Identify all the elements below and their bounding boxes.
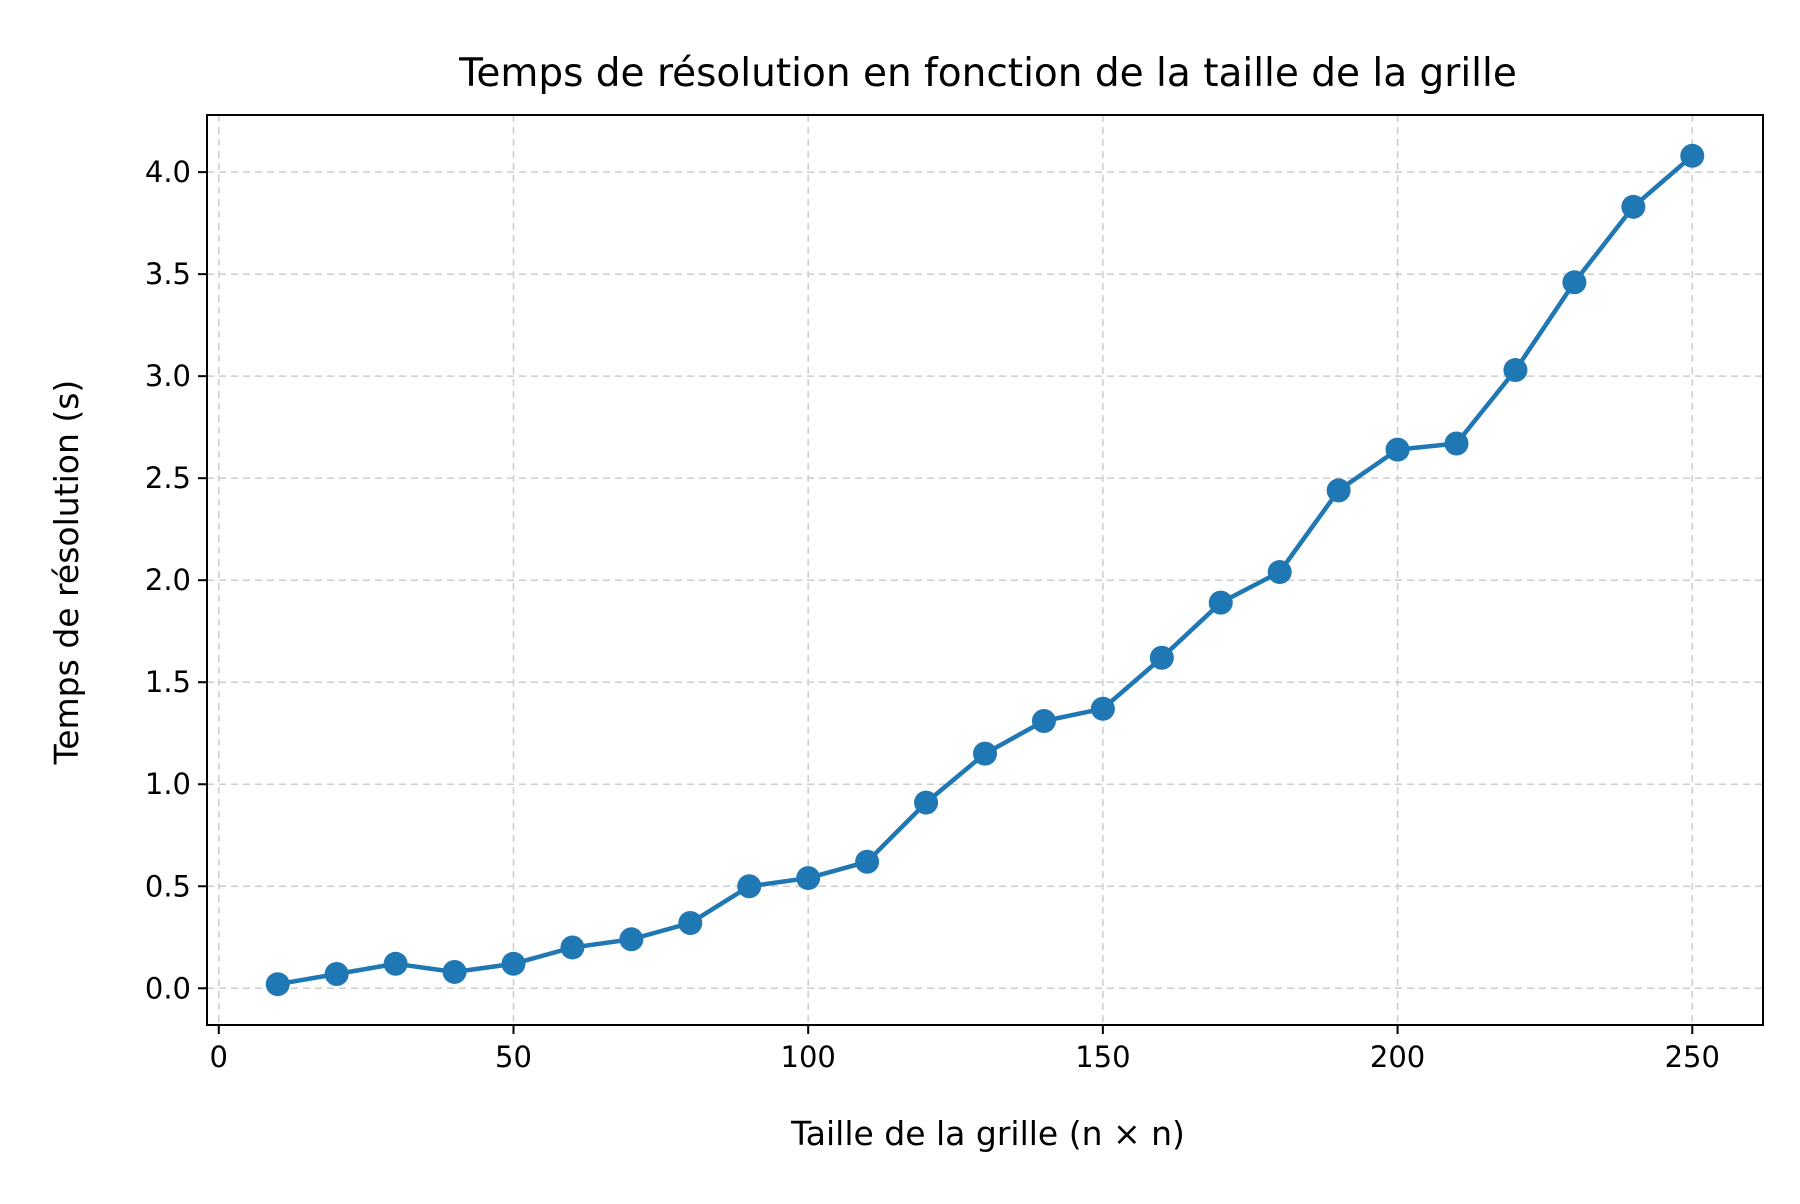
data-point bbox=[796, 866, 821, 891]
grid bbox=[207, 115, 1763, 1025]
x-tick-label: 250 bbox=[1665, 1040, 1720, 1074]
data-point bbox=[1326, 478, 1351, 503]
data-point bbox=[737, 874, 762, 899]
data-point bbox=[678, 910, 703, 935]
y-axis-ticks: 0.0 0.5 1.0 1.5 2.0 2.5 3.0 3.5 4.0 bbox=[145, 155, 207, 1005]
data-point bbox=[1444, 431, 1469, 456]
series-layer bbox=[265, 143, 1705, 997]
x-tick-label: 100 bbox=[781, 1040, 836, 1074]
data-point bbox=[1208, 590, 1233, 615]
x-tick-label: 150 bbox=[1075, 1040, 1130, 1074]
series-line bbox=[277, 154, 1694, 987]
x-tick-label: 50 bbox=[495, 1040, 532, 1074]
y-tick-label: 1.0 bbox=[145, 767, 191, 801]
data-point bbox=[265, 972, 290, 997]
data-point bbox=[383, 951, 408, 976]
data-point bbox=[1267, 560, 1292, 585]
y-axis-label: Temps de résolution (s) bbox=[47, 380, 86, 766]
data-point bbox=[855, 849, 880, 874]
data-point bbox=[1680, 143, 1705, 168]
plot-frame bbox=[206, 114, 1764, 1026]
x-tick-label: 0 bbox=[210, 1040, 228, 1074]
data-point bbox=[914, 790, 939, 815]
data-point bbox=[619, 927, 644, 952]
y-tick-label: 0.5 bbox=[145, 869, 191, 903]
y-tick-label: 2.0 bbox=[145, 563, 191, 597]
data-point bbox=[1090, 696, 1115, 721]
data-point bbox=[1621, 194, 1646, 219]
chart-title: Temps de résolution en fonction de la ta… bbox=[458, 51, 1517, 96]
data-point bbox=[1031, 708, 1056, 733]
x-axis-label: Taille de la grille (n × n) bbox=[790, 1114, 1185, 1153]
x-tick-label: 200 bbox=[1370, 1040, 1425, 1074]
x-axis-ticks: 0 50 100 150 200 250 bbox=[210, 1025, 1720, 1074]
data-point bbox=[1562, 270, 1587, 295]
y-tick-label: 3.5 bbox=[145, 257, 191, 291]
y-tick-label: 0.0 bbox=[145, 971, 191, 1005]
data-point bbox=[1385, 437, 1410, 462]
y-tick-label: 4.0 bbox=[145, 155, 191, 189]
data-point bbox=[560, 935, 585, 960]
data-point bbox=[1503, 358, 1528, 383]
data-point bbox=[501, 951, 526, 976]
y-tick-label: 1.5 bbox=[145, 665, 191, 699]
y-tick-label: 2.5 bbox=[145, 461, 191, 495]
y-tick-label: 3.0 bbox=[145, 359, 191, 393]
data-point bbox=[1149, 645, 1174, 670]
data-point bbox=[442, 959, 467, 984]
data-point bbox=[973, 741, 997, 766]
data-point bbox=[324, 961, 349, 986]
